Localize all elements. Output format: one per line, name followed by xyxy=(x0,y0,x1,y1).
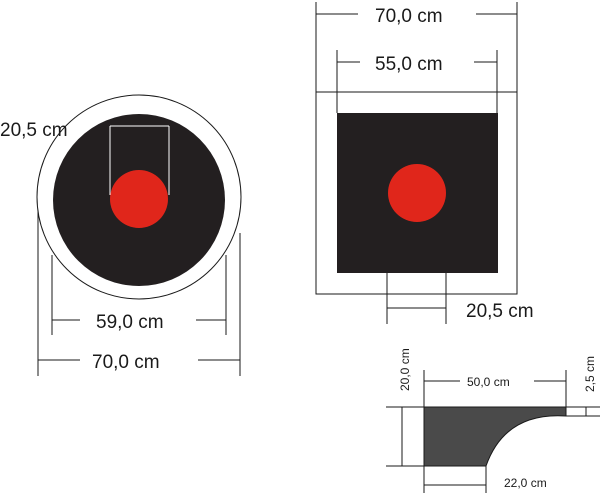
square-bullseye-dimension-label: 20,5 cm xyxy=(466,301,534,322)
round-inner-dimension-label: 59,0 cm xyxy=(96,312,164,333)
square-bullseye-dimension-lines xyxy=(386,273,447,324)
profile-top-length-dimension-label: 50,0 cm xyxy=(467,375,510,389)
round-bullseye-dimension-lines xyxy=(109,125,170,195)
profile-shape xyxy=(423,406,567,467)
profile-lip-dimension-label: 2,5 cm xyxy=(583,356,597,392)
round-bullseye-dimension-label: 20,5 cm xyxy=(0,120,68,141)
square-outer-dimension-lines xyxy=(315,2,518,92)
round-target: 20,5 cm 59,0 cm 70,0 cm xyxy=(0,94,242,376)
profile-section: 20,0 cm 50,0 cm 2,5 cm 22,0 cm xyxy=(386,348,600,493)
round-outer-dimension-lines xyxy=(37,210,241,376)
square-outer-dimension-label: 70,0 cm xyxy=(375,6,443,27)
profile-bottom-length-dimension-label: 22,0 cm xyxy=(504,476,547,490)
square-inner-dimension-lines xyxy=(336,50,498,113)
profile-bottom-length-dimension-lines xyxy=(423,466,487,493)
round-outer-dimension-label: 70,0 cm xyxy=(92,352,160,373)
profile-height-dimension-label: 20,0 cm xyxy=(398,348,412,391)
square-target: 70,0 cm 55,0 cm 20,5 cm xyxy=(315,2,534,324)
square-target-bullseye xyxy=(388,164,446,222)
profile-top-length-dimension-lines xyxy=(423,370,567,407)
profile-height-dimension-lines xyxy=(386,406,424,467)
round-target-bullseye xyxy=(110,170,168,228)
profile-lip-dimension-lines xyxy=(566,406,600,417)
round-inner-dimension-lines xyxy=(51,255,227,335)
square-inner-dimension-label: 55,0 cm xyxy=(375,54,443,75)
